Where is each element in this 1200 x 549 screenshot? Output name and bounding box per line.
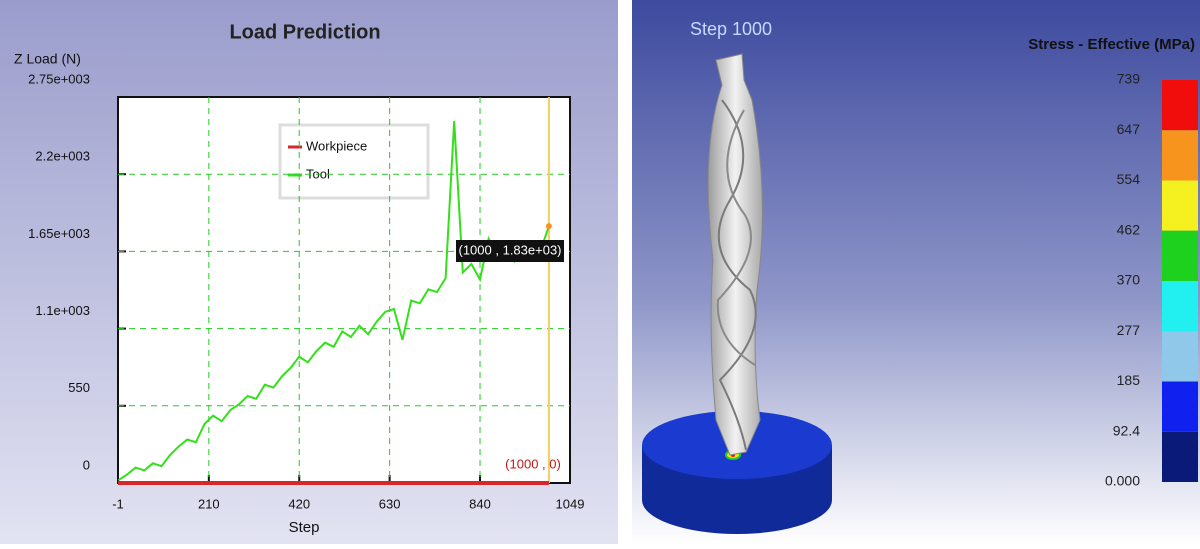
- y-tick-label: 550: [68, 380, 90, 395]
- cursor-marker: [546, 223, 552, 229]
- step-label: Step 1000: [690, 19, 772, 39]
- chart-title: Load Prediction: [229, 21, 380, 43]
- colorbar-title: Stress - Effective (MPa): [1028, 36, 1195, 53]
- colorbar-label: 0.000: [1105, 473, 1140, 489]
- colorbar-label: 554: [1117, 171, 1141, 187]
- colorbar-label: 92.4: [1113, 422, 1140, 438]
- page: Load Prediction Z Load (N) Step Workpiec…: [0, 0, 1200, 544]
- colorbar-band: [1162, 281, 1198, 331]
- colorbar-band: [1162, 181, 1198, 231]
- annotation: (1000 , 1.83e+03): [459, 242, 562, 257]
- colorbar-label: 277: [1117, 322, 1141, 338]
- y-axis-label: Z Load (N): [14, 51, 81, 67]
- y-tick-label: 2.75e+003: [28, 71, 90, 86]
- legend-box: [280, 125, 428, 198]
- legend-label: Workpiece: [306, 138, 367, 153]
- x-tick-label: 1049: [556, 496, 585, 511]
- colorbar-band: [1162, 432, 1198, 482]
- x-axis-label: Step: [289, 519, 320, 536]
- x-tick-label: 210: [198, 496, 220, 511]
- drill: [708, 54, 762, 455]
- colorbar-label: 462: [1117, 221, 1141, 237]
- y-tick-label: 0: [83, 457, 90, 472]
- colorbar-label: 739: [1117, 71, 1141, 87]
- colorbar-label: 185: [1117, 372, 1141, 388]
- colorbar-band: [1162, 130, 1198, 180]
- x-tick-label: 630: [379, 496, 401, 511]
- colorbar-band: [1162, 80, 1198, 130]
- annotation: (1000 , 0): [505, 456, 561, 471]
- screen: Load Prediction Z Load (N) Step Workpiec…: [0, 0, 1200, 544]
- colorbar-band: [1162, 382, 1198, 432]
- y-tick-label: 2.2e+003: [35, 149, 90, 164]
- y-tick-label: 1.1e+003: [35, 303, 90, 318]
- colorbar-band: [1162, 331, 1198, 381]
- y-tick-label: 1.65e+003: [28, 226, 90, 241]
- colorbar-label: 647: [1117, 121, 1141, 137]
- colorbar-band: [1162, 231, 1198, 281]
- x-tick-label: 420: [288, 496, 310, 511]
- x-tick-label: 840: [469, 496, 491, 511]
- x-tick-label: -1: [112, 496, 124, 511]
- colorbar-label: 370: [1117, 272, 1141, 288]
